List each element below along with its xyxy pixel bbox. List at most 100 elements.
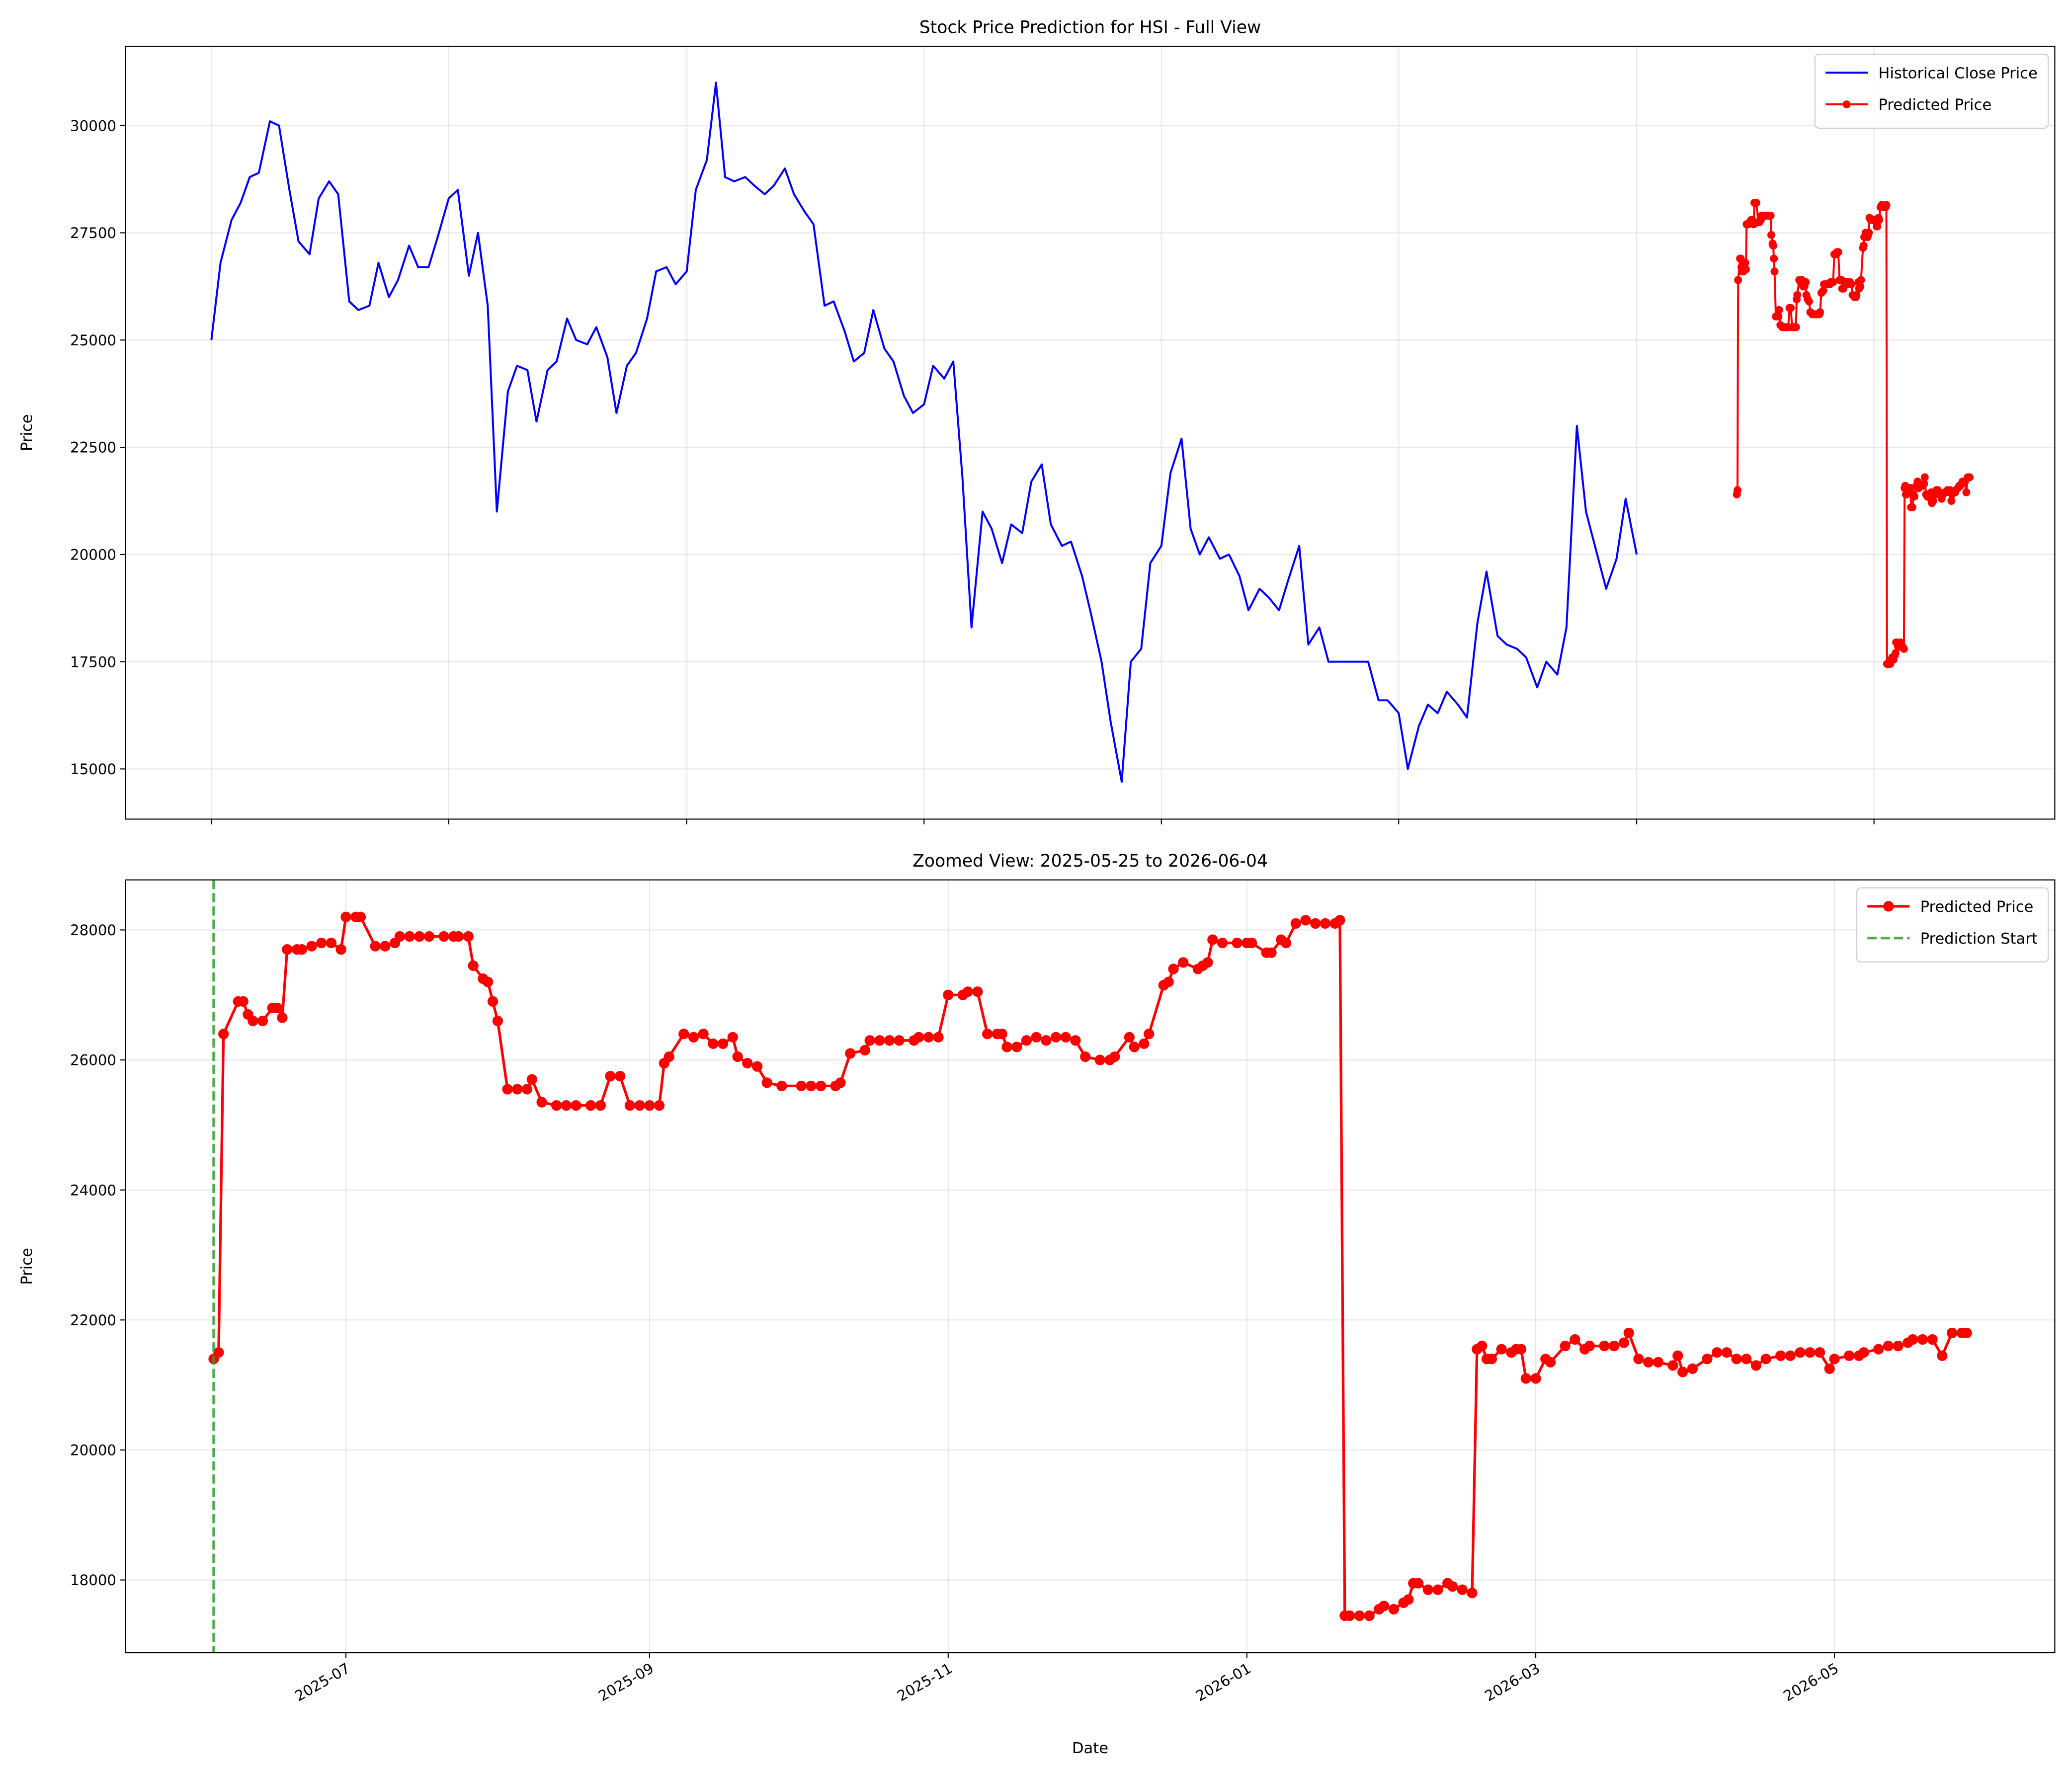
series-marker <box>796 1080 807 1092</box>
series-marker <box>1633 1354 1644 1365</box>
y-tick-label: 25000 <box>70 332 116 349</box>
series-marker <box>1858 1347 1869 1358</box>
series-marker <box>859 1045 870 1056</box>
series-marker <box>1873 222 1882 231</box>
y-tick-label: 27500 <box>70 225 116 242</box>
series-marker <box>962 986 973 997</box>
series-marker <box>1687 1363 1698 1374</box>
y-tick-label: 20000 <box>70 546 116 563</box>
series-marker <box>1883 1340 1894 1352</box>
series-marker <box>1618 1337 1630 1348</box>
series-line <box>210 81 1638 783</box>
series-marker <box>644 1100 655 1111</box>
series-marker <box>1486 1354 1497 1365</box>
series-marker <box>1388 1604 1399 1615</box>
series-marker <box>1139 1038 1150 1049</box>
legend-label: Prediction Start <box>1920 930 2038 948</box>
series-marker <box>996 1029 1007 1040</box>
series-marker <box>468 960 479 971</box>
series-marker <box>864 1035 875 1046</box>
series-marker <box>1364 1610 1375 1621</box>
series-marker <box>654 1100 665 1111</box>
series-marker <box>487 996 498 1007</box>
series-marker <box>438 931 449 942</box>
series-marker <box>1041 1035 1052 1046</box>
series-marker <box>1859 242 1868 250</box>
series-marker <box>1937 1350 1948 1361</box>
series-marker <box>634 1100 645 1111</box>
series-marker <box>1961 1327 1972 1339</box>
plot-area <box>210 81 1974 783</box>
series-marker <box>1412 1578 1424 1589</box>
series-marker <box>463 931 474 942</box>
series-marker <box>1829 1354 1840 1365</box>
series-marker <box>1457 1584 1468 1595</box>
series-marker <box>732 1051 743 1062</box>
series-marker <box>1875 216 1884 224</box>
series-marker <box>1280 937 1292 949</box>
series-marker <box>1515 1344 1527 1355</box>
legend-marker <box>1842 100 1851 109</box>
series-marker <box>751 1061 763 1072</box>
series-marker <box>248 1015 258 1027</box>
series-marker <box>1966 473 1974 482</box>
series-marker <box>370 941 381 952</box>
series-marker <box>394 931 405 942</box>
series-marker <box>502 1084 513 1095</box>
series-marker <box>1609 1340 1620 1352</box>
series-marker <box>1873 1344 1884 1355</box>
series-marker <box>595 1100 606 1111</box>
series-marker <box>1711 1347 1723 1358</box>
series-marker <box>913 1032 924 1043</box>
series-marker <box>1805 1347 1816 1358</box>
series-marker <box>1824 1363 1835 1374</box>
series-marker <box>1050 1032 1062 1043</box>
series-marker <box>1702 1354 1713 1365</box>
series-marker <box>1770 254 1778 263</box>
series-marker <box>1070 1035 1081 1046</box>
series-marker <box>1080 1051 1091 1062</box>
y-tick-label: 24000 <box>70 1182 116 1199</box>
series-marker <box>1432 1584 1443 1595</box>
series-marker <box>678 1029 689 1040</box>
series-marker <box>1530 1373 1541 1384</box>
y-tick-label: 18000 <box>70 1572 116 1589</box>
series-marker <box>1733 486 1741 494</box>
series-marker <box>1378 1601 1390 1612</box>
series-marker <box>1109 1051 1120 1062</box>
series-marker <box>380 941 391 952</box>
series-marker <box>688 1032 699 1043</box>
legend-label: Historical Close Price <box>1878 65 2037 82</box>
series-marker <box>257 1015 268 1027</box>
series-marker <box>1467 1588 1478 1599</box>
series-marker <box>1882 201 1891 209</box>
series-marker <box>806 1080 817 1092</box>
series-marker <box>561 1100 572 1111</box>
series-marker <box>423 931 435 942</box>
series-marker <box>717 1038 729 1049</box>
series-marker <box>1947 496 1956 505</box>
series-marker <box>776 1080 787 1092</box>
axes: 15000 17500 20000 22500 25000 27500 30000 Stock… <box>18 17 2056 825</box>
series-marker <box>1920 480 1928 488</box>
series-marker <box>1847 280 1855 289</box>
series-marker <box>1094 1054 1105 1065</box>
series-marker <box>1900 645 1908 653</box>
series-marker <box>1545 1357 1556 1368</box>
series-marker <box>1856 282 1865 291</box>
series-marker <box>1741 265 1750 273</box>
series-marker <box>1178 957 1189 968</box>
series-marker <box>1731 1354 1742 1365</box>
series-marker <box>1829 278 1837 286</box>
series-marker <box>1354 1610 1365 1621</box>
series-marker <box>1202 957 1213 968</box>
series-marker <box>1344 1610 1355 1621</box>
series-marker <box>218 1029 229 1040</box>
series-marker <box>1917 1334 1928 1345</box>
series-marker <box>272 1002 283 1014</box>
y-axis-label: Price <box>18 414 36 451</box>
series-marker <box>1785 1350 1796 1361</box>
series-marker <box>1962 488 1971 496</box>
